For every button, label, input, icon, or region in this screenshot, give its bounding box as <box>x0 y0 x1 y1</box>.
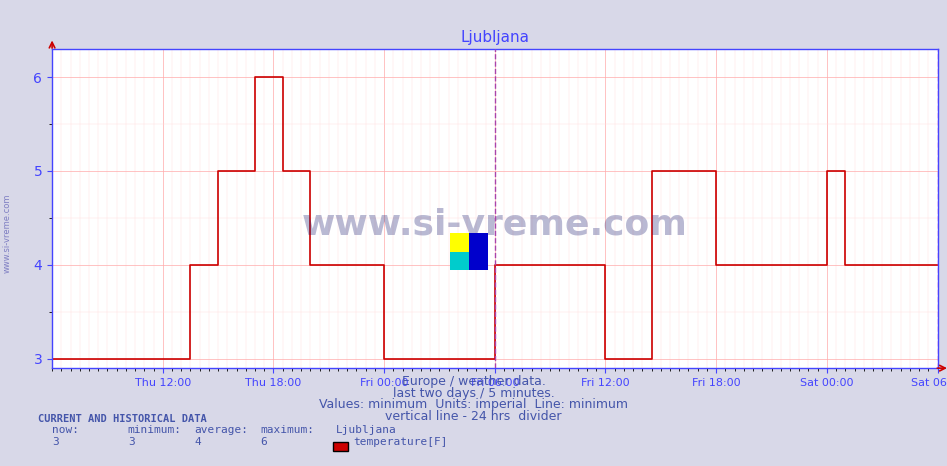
Bar <box>450 233 469 252</box>
Text: www.si-vreme.com: www.si-vreme.com <box>302 207 688 241</box>
Text: vertical line - 24 hrs  divider: vertical line - 24 hrs divider <box>385 410 562 423</box>
Title: Ljubljana: Ljubljana <box>460 30 529 45</box>
Text: Europe / weather data.: Europe / weather data. <box>402 375 545 388</box>
Text: last two days / 5 minutes.: last two days / 5 minutes. <box>393 387 554 400</box>
Text: 6: 6 <box>260 437 267 447</box>
Text: CURRENT AND HISTORICAL DATA: CURRENT AND HISTORICAL DATA <box>38 414 206 424</box>
Text: temperature[F]: temperature[F] <box>353 437 448 447</box>
Bar <box>469 233 488 270</box>
Text: average:: average: <box>194 425 248 435</box>
Text: 3: 3 <box>128 437 134 447</box>
Text: Values: minimum  Units: imperial  Line: minimum: Values: minimum Units: imperial Line: mi… <box>319 398 628 411</box>
Text: now:: now: <box>52 425 80 435</box>
Text: minimum:: minimum: <box>128 425 182 435</box>
Text: 4: 4 <box>194 437 201 447</box>
Bar <box>450 252 469 270</box>
Text: Ljubljana: Ljubljana <box>336 425 397 435</box>
Text: www.si-vreme.com: www.si-vreme.com <box>3 193 12 273</box>
Text: maximum:: maximum: <box>260 425 314 435</box>
Text: 3: 3 <box>52 437 59 447</box>
